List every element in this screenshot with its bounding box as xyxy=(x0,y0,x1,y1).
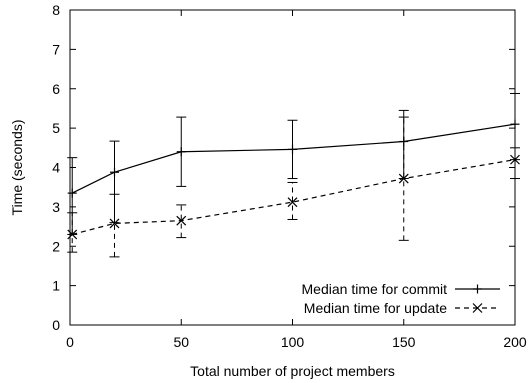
data-point xyxy=(398,173,409,184)
x-tick-label: 100 xyxy=(281,334,305,350)
legend-label: Median time for update xyxy=(304,300,447,316)
y-tick-label: 0 xyxy=(52,317,60,333)
data-point xyxy=(287,197,298,208)
data-point xyxy=(109,218,120,229)
y-tick-label: 3 xyxy=(52,199,60,215)
error-bar xyxy=(67,212,78,253)
error-bar xyxy=(287,181,298,220)
y-tick-label: 8 xyxy=(52,2,60,18)
series-line xyxy=(72,159,516,236)
data-point xyxy=(288,144,297,154)
legend-marker xyxy=(472,303,483,313)
y-tick-label: 2 xyxy=(52,238,60,254)
y-tick-label: 5 xyxy=(52,120,60,136)
legend-marker xyxy=(473,284,482,294)
series-line xyxy=(71,123,516,194)
series-0 xyxy=(67,92,520,235)
legend: Median time for commit Median time for up… xyxy=(302,281,500,316)
x-axis-label: Total number of project members xyxy=(190,363,395,379)
data-point xyxy=(67,229,78,240)
legend-label: Median time for commit xyxy=(302,281,448,297)
error-bar xyxy=(109,193,120,258)
x-tick-label: 150 xyxy=(392,334,416,350)
axis-ticks: 0 1 2 3 4 5 6 7 8 0 50 100 150 200 xyxy=(52,2,527,350)
x-tick-label: 0 xyxy=(66,334,74,350)
data-point xyxy=(176,215,187,226)
error-bar xyxy=(176,204,187,239)
data-point xyxy=(110,167,119,177)
plot-area xyxy=(67,92,520,258)
data-point xyxy=(176,147,186,157)
data-point xyxy=(67,188,77,198)
error-bar xyxy=(398,116,409,241)
x-tick-label: 200 xyxy=(503,334,527,350)
series-1 xyxy=(67,116,520,258)
x-tick-label: 50 xyxy=(173,334,189,350)
y-tick-label: 1 xyxy=(52,278,60,294)
y-tick-label: 7 xyxy=(52,41,60,57)
plot-frame xyxy=(69,9,516,326)
y-tick-label: 6 xyxy=(52,81,60,97)
y-tick-label: 4 xyxy=(52,160,60,176)
y-axis-label: Time (seconds) xyxy=(9,120,25,216)
